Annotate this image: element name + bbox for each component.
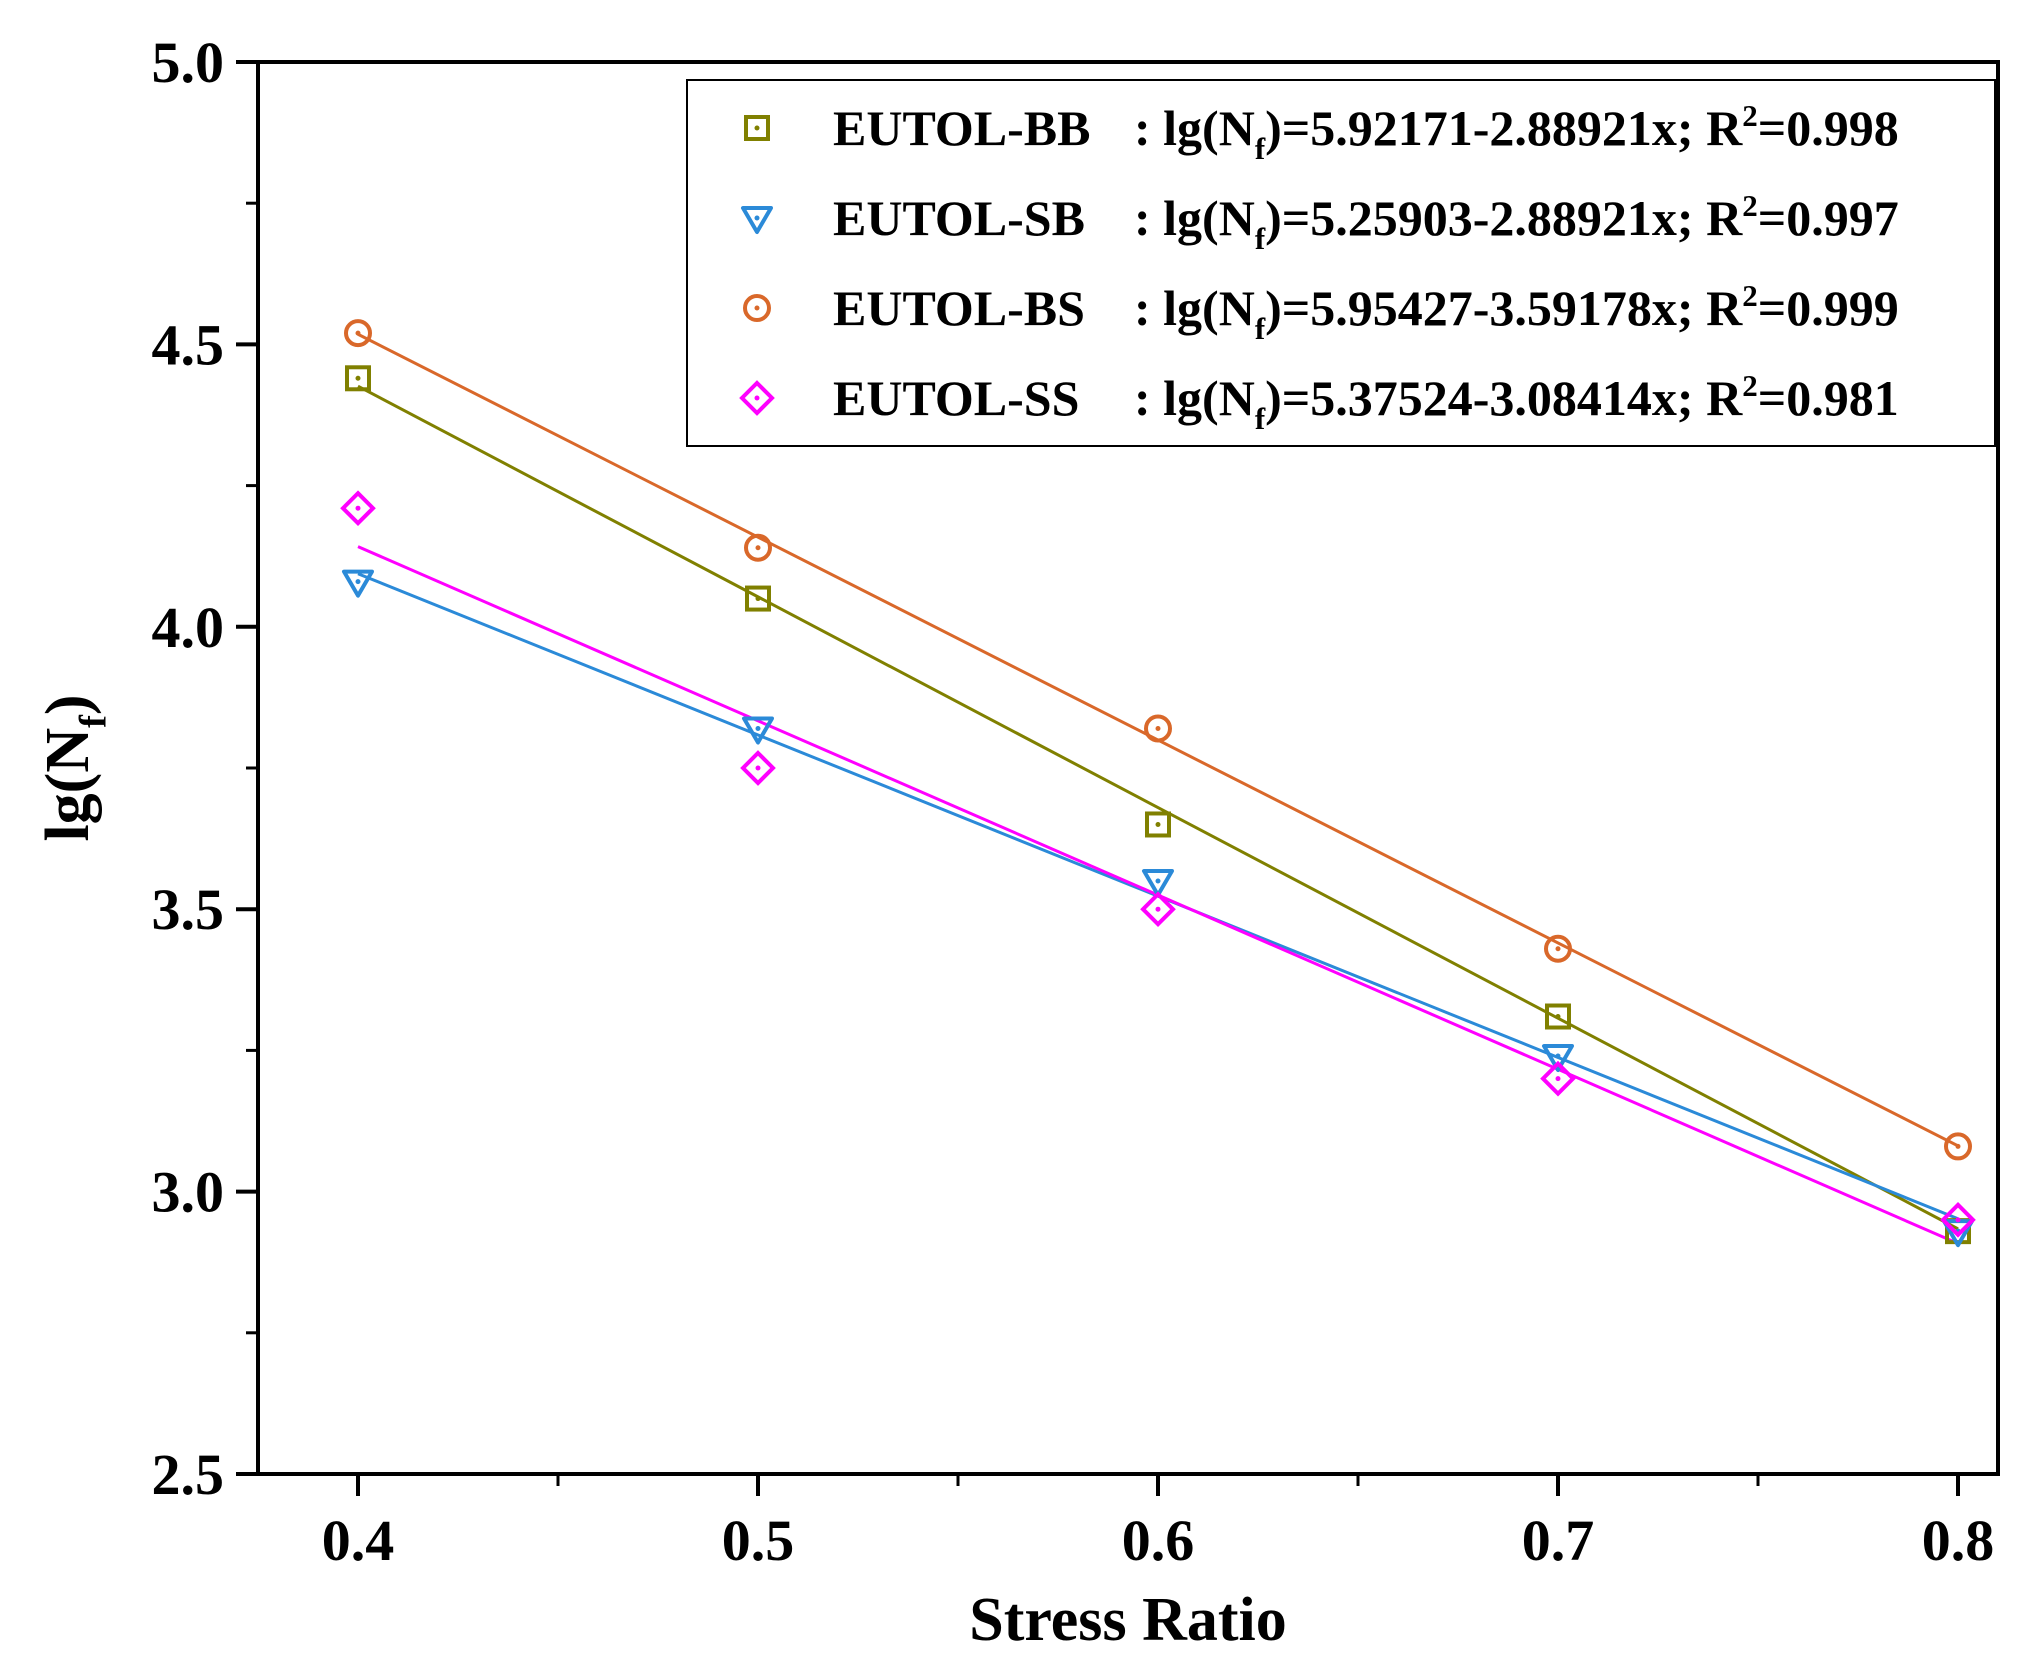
data-point-eutol-bs — [744, 533, 772, 562]
y-axis-title: lg(Nf​) — [34, 694, 114, 841]
y-tick-label: 5.0 — [152, 30, 225, 95]
data-point-eutol-bb — [1545, 1003, 1571, 1030]
legend-box — [686, 79, 1996, 447]
fit-line-eutol-bb — [357, 384, 1959, 1231]
y-tick-label: 4.5 — [152, 312, 225, 377]
data-point-eutol-ss — [740, 750, 776, 786]
data-point-eutol-ss — [340, 490, 376, 527]
legend-series-name: EUTOL-SB — [833, 190, 1085, 246]
data-point-eutol-sb — [742, 716, 774, 745]
data-point-eutol-ss — [1540, 1060, 1576, 1097]
data-point-eutol-ss — [1140, 891, 1176, 928]
legend: EUTOL-BB : lg(Nf​)=5.92171-2.88921x; R2​=… — [686, 79, 1996, 447]
legend-equation: : lg(Nf​)=5.92171-2.88921x; R2​=0.998 — [1134, 98, 1899, 166]
legend-equation: : lg(Nf​)=5.95427-3.59178x; R2​=0.999 — [1134, 278, 1899, 346]
legend-marker-eutol-bb — [744, 115, 770, 141]
y-tick-label: 3.5 — [152, 877, 225, 942]
legend-series-name: EUTOL-BS — [833, 280, 1085, 336]
legend-equation: : lg(Nf​)=5.37524-3.08414x; R2​=0.981 — [1134, 368, 1899, 436]
x-tick-label: 0.6 — [1122, 1508, 1195, 1573]
legend-marker-eutol-bs — [743, 294, 771, 322]
x-tick-label: 0.5 — [722, 1508, 795, 1573]
data-point-eutol-bs — [344, 319, 372, 348]
y-tick-label: 3.0 — [152, 1160, 225, 1225]
data-point-eutol-bb — [345, 365, 371, 392]
data-point-eutol-sb — [342, 569, 374, 598]
data-point-eutol-bb — [1145, 811, 1171, 838]
y-tick-label: 4.0 — [152, 595, 225, 660]
legend-marker-eutol-sb — [741, 206, 773, 234]
legend-marker-eutol-ss — [739, 380, 775, 416]
x-tick-label: 0.4 — [322, 1508, 395, 1573]
legend-series-name: EUTOL-SS — [833, 370, 1079, 426]
y-tick-label: 2.5 — [152, 1442, 225, 1507]
x-axis-title: Stress Ratio — [969, 1586, 1286, 1654]
x-tick-label: 0.7 — [1522, 1508, 1595, 1573]
axes: 0.4 0.5 0.6 0.7 0.8 2.5 3.0 3.5 4.0 4.5 5.0 Stress … — [34, 30, 2000, 1654]
data-point-eutol-bs — [1944, 1132, 1972, 1161]
data-point-eutol-bs — [1544, 934, 1572, 963]
data-point-eutol-bb — [745, 585, 771, 612]
data-markers — [340, 319, 1976, 1248]
data-point-eutol-sb — [1142, 868, 1174, 897]
legend-equation: : lg(Nf​)=5.25903-2.88921x; R2​=0.997 — [1134, 188, 1899, 256]
data-point-eutol-sb — [1542, 1044, 1574, 1073]
legend-series-name: EUTOL-BB — [833, 100, 1091, 156]
x-tick-label: 0.8 — [1922, 1508, 1995, 1573]
data-point-eutol-bs — [1144, 714, 1172, 743]
data-point-eutol-ss — [1940, 1202, 1976, 1238]
